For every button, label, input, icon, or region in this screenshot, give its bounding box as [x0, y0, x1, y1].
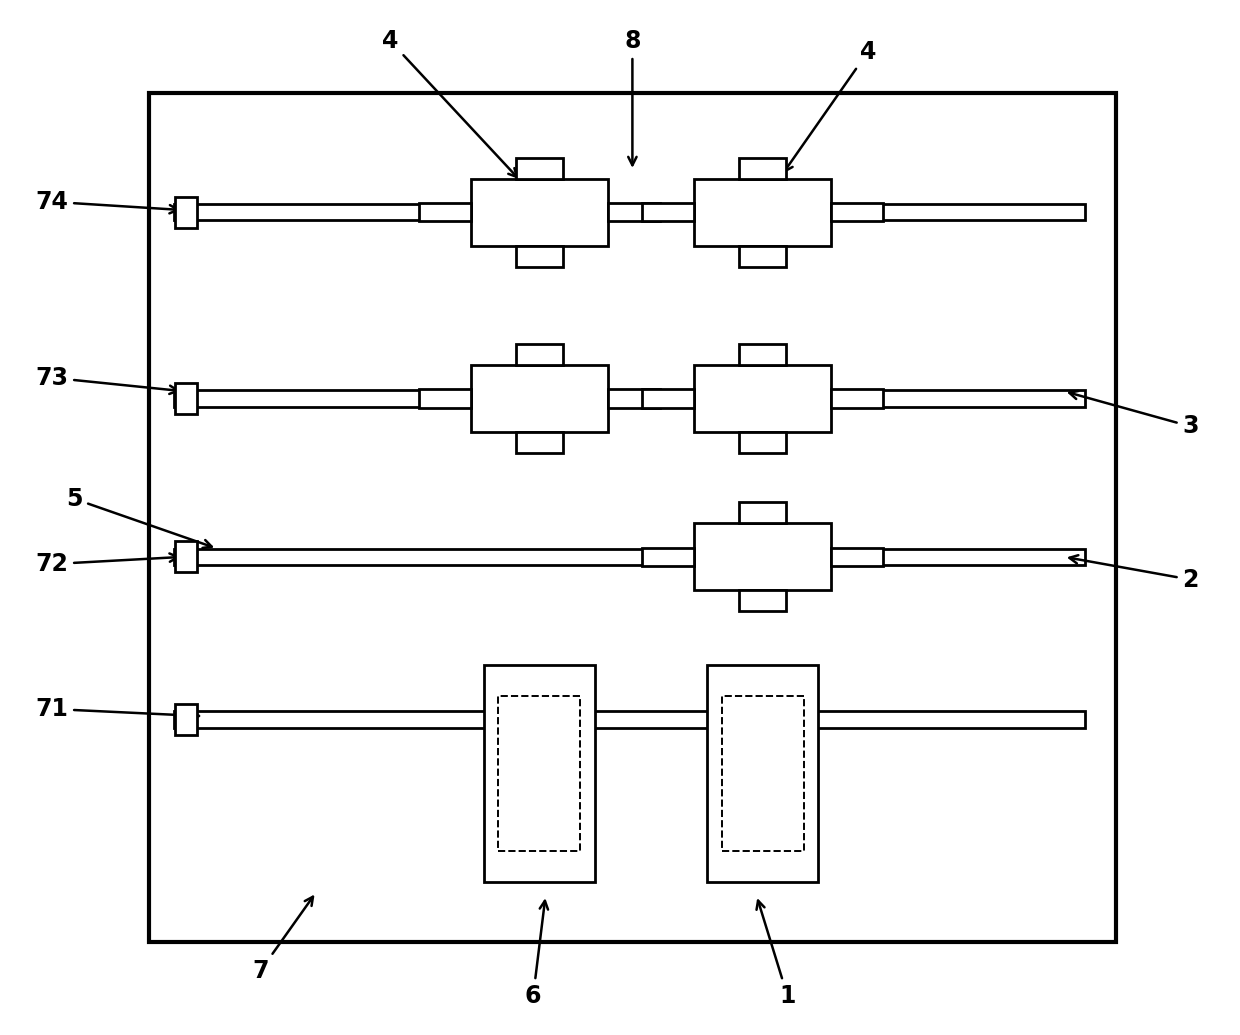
- Text: 7: 7: [252, 896, 312, 983]
- Text: 74: 74: [36, 189, 179, 214]
- Bar: [694, 365, 831, 433]
- Bar: [175, 541, 197, 572]
- Text: 4: 4: [382, 29, 517, 177]
- Bar: [642, 548, 694, 566]
- Bar: [516, 157, 563, 179]
- Bar: [739, 157, 786, 179]
- Bar: [516, 344, 563, 365]
- Bar: [419, 389, 471, 408]
- Bar: [608, 389, 660, 408]
- Bar: [707, 666, 818, 882]
- Bar: [149, 93, 1116, 942]
- Text: 6: 6: [525, 900, 548, 1008]
- Bar: [175, 197, 197, 228]
- Bar: [739, 344, 786, 365]
- Text: 73: 73: [36, 365, 179, 394]
- Bar: [831, 548, 883, 566]
- Bar: [174, 711, 1085, 728]
- Bar: [642, 203, 694, 221]
- Bar: [516, 245, 563, 266]
- Bar: [642, 389, 694, 408]
- Bar: [471, 365, 608, 433]
- Text: 8: 8: [624, 29, 641, 166]
- Bar: [608, 203, 660, 221]
- Bar: [175, 383, 197, 414]
- Bar: [175, 704, 197, 735]
- Bar: [739, 245, 786, 266]
- Bar: [498, 697, 580, 851]
- Bar: [739, 433, 786, 453]
- Bar: [694, 524, 831, 590]
- Text: 4: 4: [785, 39, 877, 172]
- Bar: [739, 590, 786, 611]
- Bar: [831, 203, 883, 221]
- Bar: [722, 697, 804, 851]
- Text: 72: 72: [36, 552, 179, 576]
- Bar: [739, 502, 786, 523]
- Bar: [174, 204, 1085, 220]
- Text: 1: 1: [756, 900, 796, 1008]
- Bar: [831, 389, 883, 408]
- Bar: [174, 549, 1085, 565]
- Text: 71: 71: [36, 697, 200, 721]
- Text: 2: 2: [1069, 555, 1199, 592]
- Bar: [471, 178, 608, 245]
- Text: 5: 5: [66, 486, 212, 548]
- Text: 3: 3: [1069, 391, 1199, 439]
- Bar: [174, 390, 1085, 407]
- Bar: [516, 433, 563, 453]
- Bar: [484, 666, 595, 882]
- Bar: [419, 203, 471, 221]
- Bar: [694, 178, 831, 245]
